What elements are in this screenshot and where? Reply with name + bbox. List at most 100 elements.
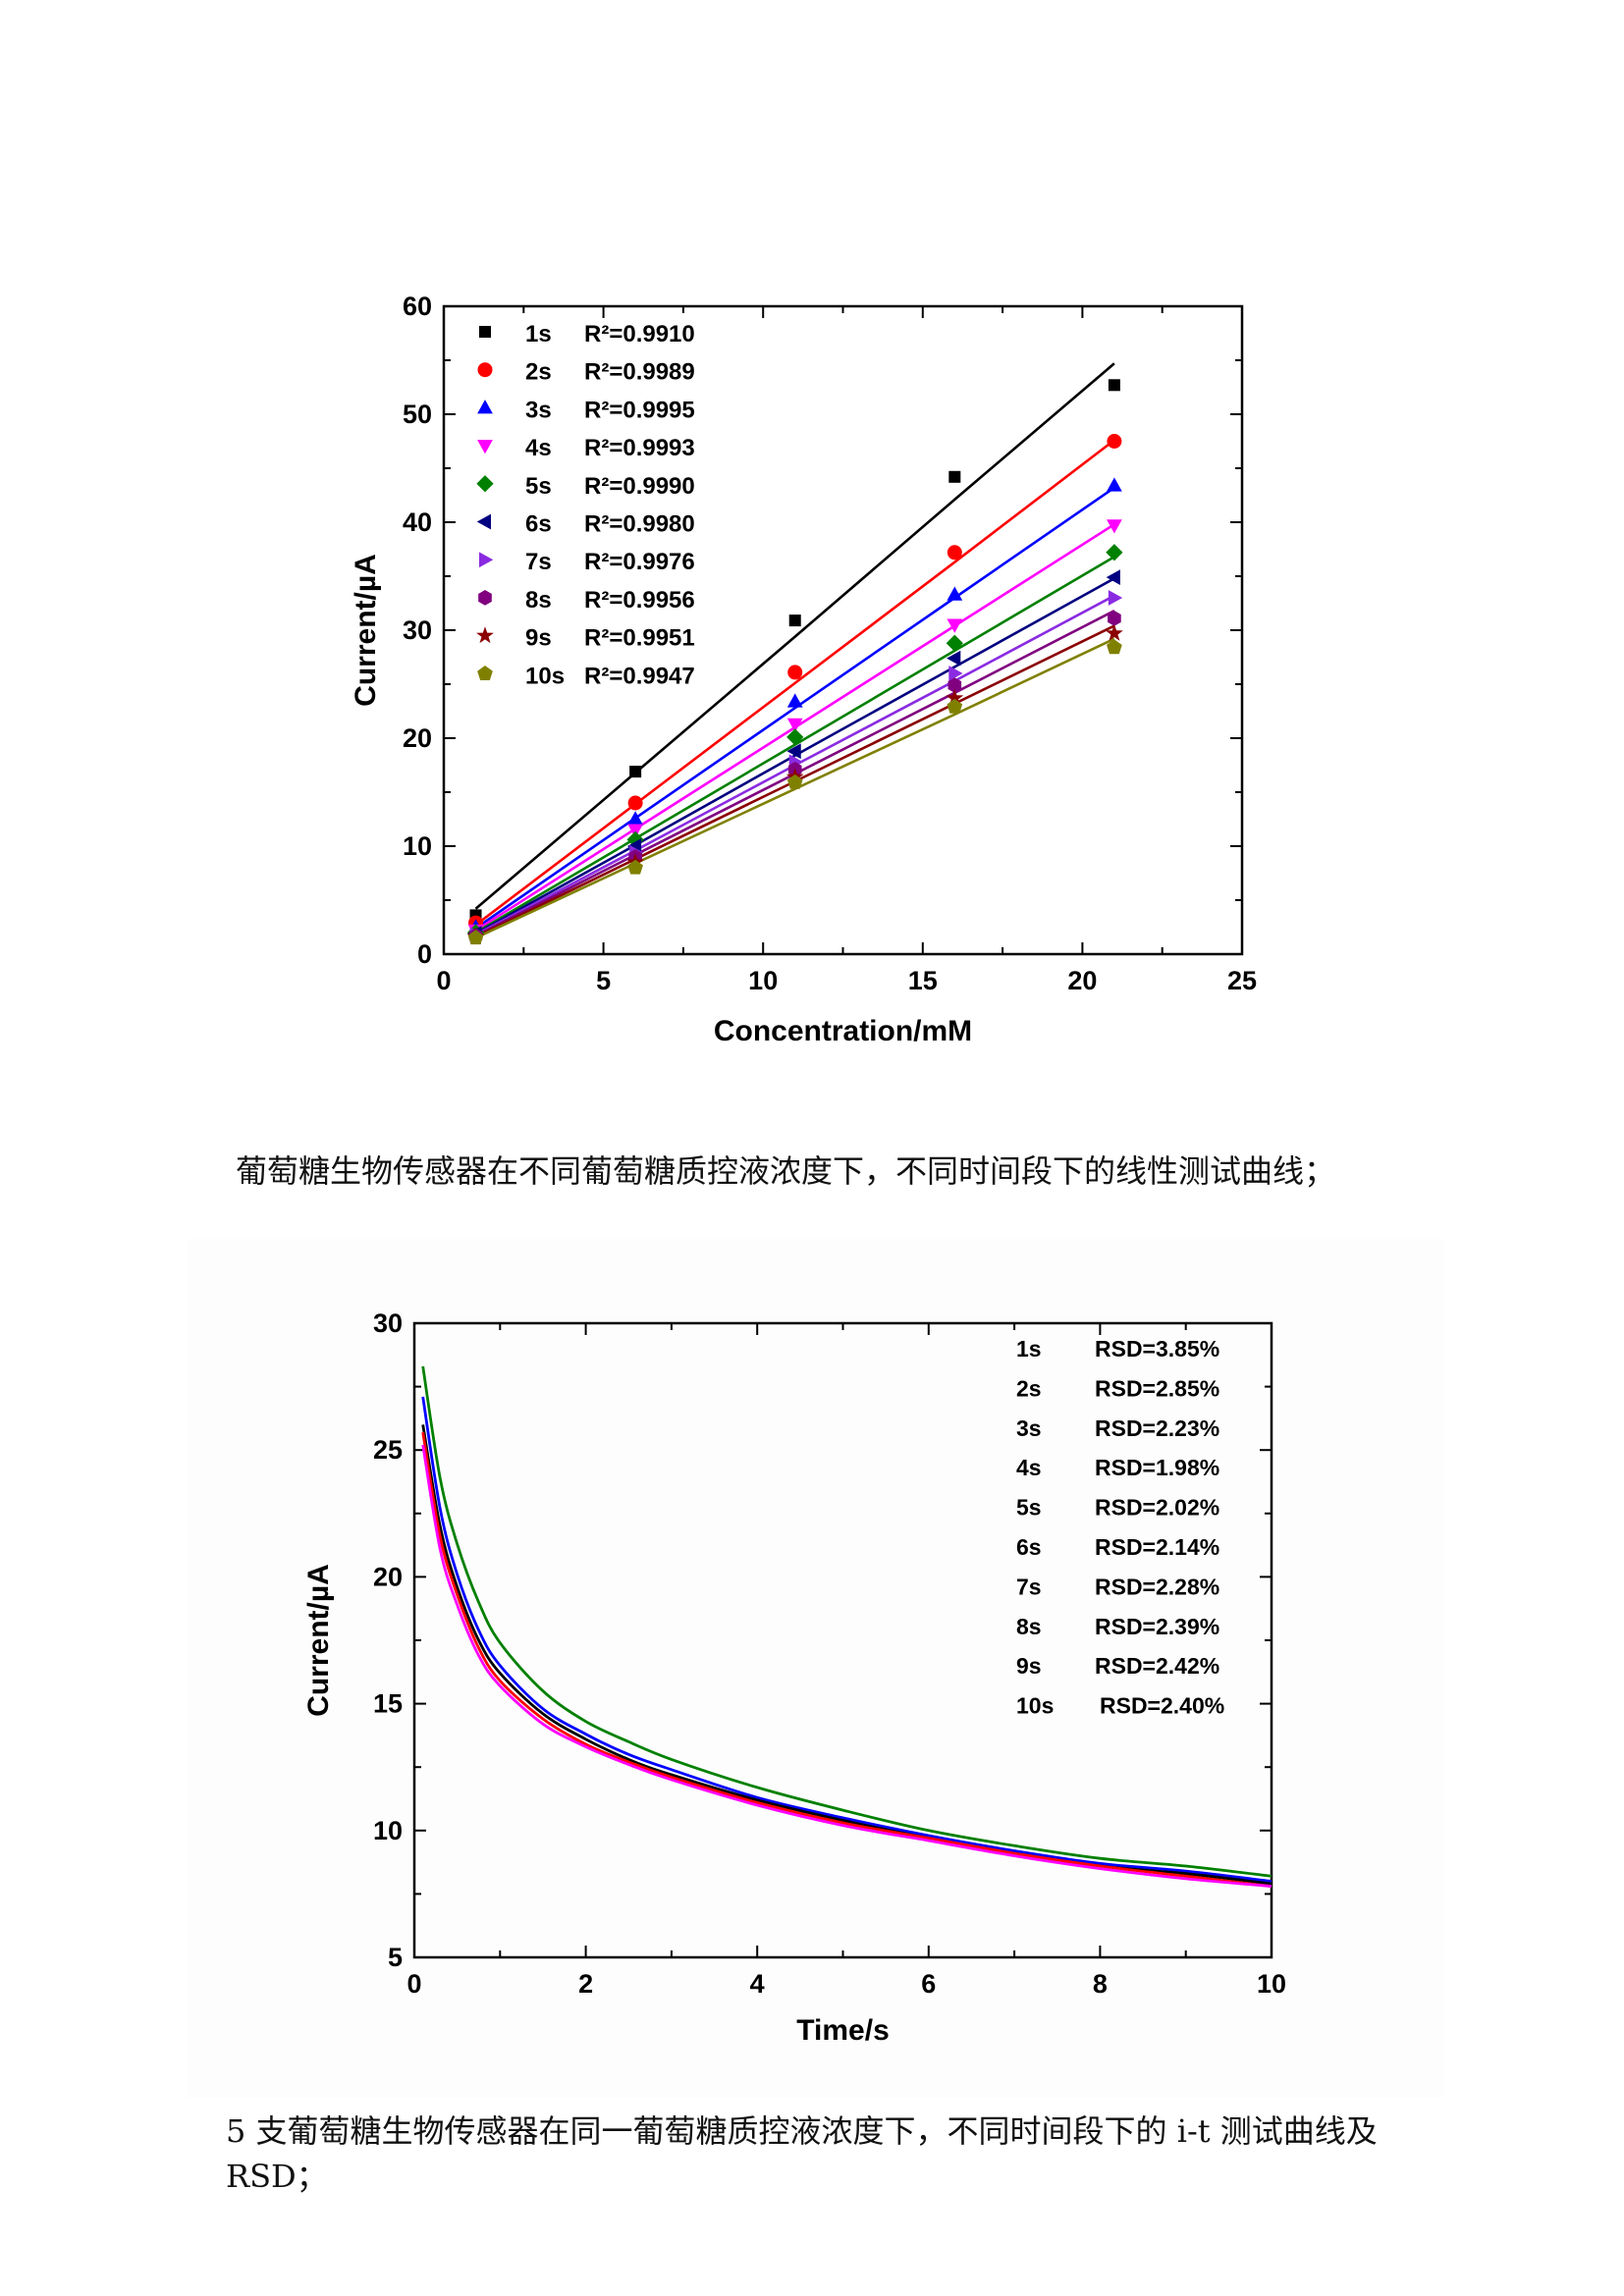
y-axis-label: Current/µA: [350, 554, 382, 707]
legend-label-10s: 10s: [1016, 1693, 1054, 1719]
data-point-5s: [1106, 544, 1123, 561]
y-tick-label: 0: [417, 939, 432, 969]
x-tick-label: 5: [596, 966, 611, 995]
x-tick-label: 25: [1227, 966, 1257, 995]
data-point-3s: [1107, 477, 1122, 492]
it-curve-1: [421, 1365, 1272, 1878]
data-point-9s: [1106, 623, 1123, 641]
x-axis-label: Concentration/mM: [714, 1015, 972, 1047]
legend-r2-7s: R²=0.9976: [584, 549, 695, 575]
legend-r2-10s: R²=0.9947: [584, 663, 695, 689]
fit-line-2s: [474, 439, 1115, 927]
x-tick-label: 0: [406, 1969, 421, 1999]
legend-r2-8s: R²=0.9956: [584, 587, 695, 614]
legend-rsd-5s: RSD=2.02%: [1095, 1495, 1219, 1521]
fit-line-6s: [474, 577, 1115, 935]
x-tick-label: 6: [921, 1969, 936, 1999]
data-point-4s: [627, 824, 643, 838]
chart1-legend: 1s R²=0.9910 2s R²=0.9989 3s R²=0.9995 4s R²=0.…: [476, 321, 695, 689]
legend-r2-5s: R²=0.9990: [584, 473, 695, 500]
x-tick-label: 4: [750, 1969, 765, 1999]
legend-label-5s: 5s: [525, 473, 552, 500]
x-tick-label: 15: [908, 966, 938, 995]
legend-label-1s: 1s: [525, 321, 552, 347]
legend-label-8s: 8s: [525, 587, 552, 614]
data-point-6s: [947, 650, 961, 667]
data-point-1s: [1108, 379, 1120, 392]
chart2-series-lines: [421, 1365, 1272, 1888]
chart1-fit-lines: [474, 362, 1115, 939]
chart2-axes: 0 2 4 6 8 10 5 10 15 20 25 30 Time/s Current/µA: [302, 1308, 1286, 2047]
legend-r2-3s: R²=0.9995: [584, 397, 695, 423]
legend-r2-6s: R²=0.9980: [584, 511, 695, 538]
it-curve-line-chart: 0 2 4 6 8 10 5 10 15 20 25 30 Time/s Current/µA 1s RSD…: [302, 1308, 1286, 2047]
x-tick-label: 10: [1257, 1969, 1286, 1999]
data-point-6s: [786, 743, 801, 760]
data-point-10s: [786, 774, 803, 789]
y-tick-label: 20: [373, 1562, 403, 1591]
data-point-3s: [947, 586, 963, 601]
legend-marker-3s: [477, 400, 493, 414]
data-point-2s: [627, 795, 643, 811]
linear-fit-scatter-chart: 0 5 10 15 20 25 0 10 20 30 40 50 60 Concentration/mM C…: [350, 292, 1257, 1047]
y-tick-label: 60: [403, 292, 432, 321]
legend-r2-1s: R²=0.9910: [584, 321, 695, 347]
legend-rsd-9s: RSD=2.42%: [1095, 1653, 1219, 1679]
data-point-1s: [948, 470, 961, 483]
y-tick-label: 20: [403, 723, 432, 753]
legend-rsd-6s: RSD=2.14%: [1095, 1534, 1219, 1560]
chart1-axes: 0 5 10 15 20 25 0 10 20 30 40 50 60 Concentration/mM C…: [350, 292, 1257, 1047]
y-tick-label: 10: [373, 1816, 403, 1845]
fit-line-1s: [474, 362, 1115, 910]
legend-label-4s: 4s: [525, 435, 552, 461]
data-point-10s: [627, 859, 643, 875]
legend-rsd-4s: RSD=1.98%: [1095, 1455, 1219, 1480]
data-point-8s: [947, 677, 962, 693]
legend-rsd-8s: RSD=2.39%: [1095, 1614, 1219, 1639]
legend-label-2s: 2s: [1016, 1375, 1042, 1401]
x-tick-label: 10: [748, 966, 778, 995]
x-tick-label: 20: [1067, 966, 1097, 995]
data-point-10s: [947, 698, 963, 714]
data-point-6s: [1106, 569, 1120, 585]
legend-label-7s: 7s: [525, 549, 552, 575]
legend-label-1s: 1s: [1016, 1336, 1042, 1362]
it-curve-4: [421, 1431, 1272, 1888]
y-tick-label: 10: [403, 831, 432, 861]
legend-rsd-3s: RSD=2.23%: [1095, 1415, 1219, 1441]
legend-marker-5s: [476, 475, 494, 493]
y-tick-label: 50: [403, 400, 432, 429]
data-point-8s: [1108, 611, 1121, 626]
legend-label-2s: 2s: [525, 359, 552, 386]
data-point-4s: [786, 718, 803, 732]
data-point-2s: [1107, 434, 1122, 449]
data-point-2s: [947, 545, 962, 561]
chart2-legend: 1s RSD=3.85% 2s RSD=2.85% 3s RSD=2.23% 4s RSD=1…: [1016, 1336, 1224, 1719]
data-point-10s: [467, 930, 484, 945]
figure2-background: [187, 1239, 1443, 2098]
legend-label-8s: 8s: [1016, 1614, 1042, 1639]
chart1-data-points: [466, 379, 1123, 945]
legend-marker-4s: [477, 440, 493, 454]
legend-r2-9s: R²=0.9951: [584, 625, 695, 652]
legend-marker-2s: [477, 362, 493, 378]
legend-marker-10s: [477, 666, 493, 680]
data-point-1s: [629, 766, 642, 778]
data-point-4s: [1107, 519, 1122, 534]
y-tick-label: 30: [373, 1308, 403, 1338]
legend-label-6s: 6s: [1016, 1534, 1042, 1560]
legend-marker-7s: [479, 552, 494, 568]
legend-r2-4s: R²=0.9993: [584, 435, 695, 461]
legend-rsd-1s: RSD=3.85%: [1095, 1336, 1219, 1362]
it-curve-5: [421, 1444, 1272, 1888]
x-axis-label: Time/s: [796, 2014, 890, 2047]
legend-marker-8s: [478, 590, 492, 606]
y-axis-label: Current/µA: [302, 1564, 335, 1717]
data-point-10s: [1107, 639, 1122, 655]
legend-label-3s: 3s: [525, 397, 552, 423]
figure2-caption: 5 支葡萄糖生物传感器在同一葡萄糖质控液浓度下，不同时间段下的 i-t 测试曲线…: [226, 2112, 1378, 2195]
y-tick-label: 5: [388, 1943, 403, 1972]
legend-label-10s: 10s: [525, 663, 565, 689]
y-tick-label: 30: [403, 615, 432, 645]
